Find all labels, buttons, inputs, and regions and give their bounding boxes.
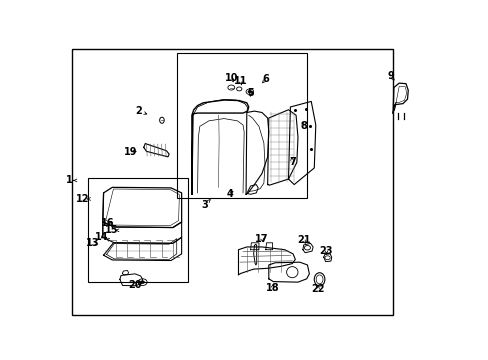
Text: 13: 13 xyxy=(85,238,99,248)
Text: 1: 1 xyxy=(66,175,73,185)
Text: 7: 7 xyxy=(288,157,295,167)
Text: 3: 3 xyxy=(202,199,208,210)
Bar xyxy=(176,53,307,198)
Text: 15: 15 xyxy=(104,225,118,235)
Text: 23: 23 xyxy=(319,246,332,256)
Text: 2: 2 xyxy=(135,106,142,116)
Bar xyxy=(87,177,188,282)
Text: 4: 4 xyxy=(226,189,233,199)
Text: 20: 20 xyxy=(128,280,142,290)
Text: 19: 19 xyxy=(123,147,137,157)
Text: 5: 5 xyxy=(247,87,253,98)
Text: 6: 6 xyxy=(262,74,268,84)
Text: 14: 14 xyxy=(95,232,109,242)
Text: 11: 11 xyxy=(234,76,247,86)
Text: 8: 8 xyxy=(300,121,306,131)
Bar xyxy=(72,49,392,315)
Text: 9: 9 xyxy=(386,71,393,81)
Text: 18: 18 xyxy=(265,283,279,293)
Text: 21: 21 xyxy=(296,235,310,245)
Text: 17: 17 xyxy=(255,234,268,244)
Text: 16: 16 xyxy=(101,218,114,228)
Circle shape xyxy=(141,281,144,284)
Text: 12: 12 xyxy=(76,194,89,204)
Text: 22: 22 xyxy=(311,284,324,294)
Text: 10: 10 xyxy=(224,73,238,83)
Circle shape xyxy=(247,90,251,93)
